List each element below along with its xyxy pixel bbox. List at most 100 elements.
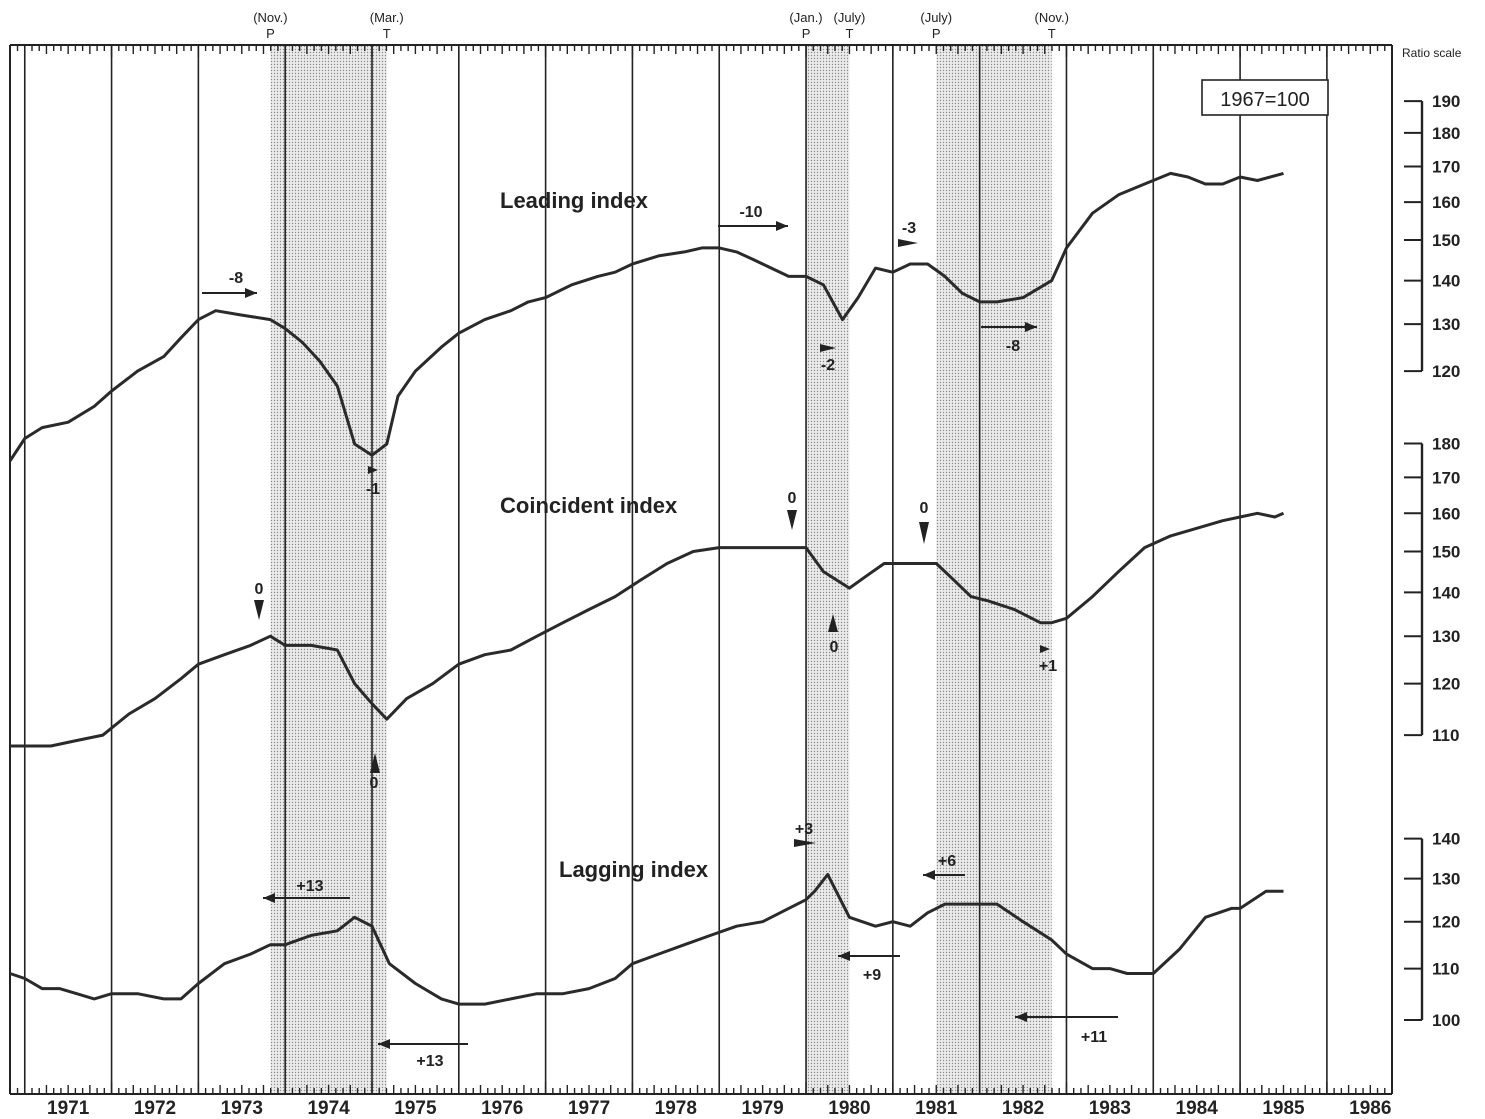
lead-lag-label: +6 <box>938 853 956 870</box>
y-tick-label: 190 <box>1432 92 1460 111</box>
y-tick-label: 120 <box>1432 913 1460 932</box>
trough-month-label: (July) <box>834 10 866 25</box>
x-tick-label: 1984 <box>1176 1098 1219 1119</box>
lead-lag-label: +9 <box>863 967 881 984</box>
y-tick-label: 150 <box>1432 542 1460 561</box>
x-tick-label: 1976 <box>481 1098 523 1119</box>
lead-lag-label: -8 <box>1006 338 1020 355</box>
y-tick-label: 110 <box>1432 960 1459 979</box>
y-axes-layer: 120 130 140 150 160 170 180 190 110 120 130 140 150 1… <box>1404 92 1460 1030</box>
peak-marker: P <box>266 26 275 41</box>
x-tick-label: 1974 <box>307 1098 350 1119</box>
peak-month-label: (Nov.) <box>253 10 287 25</box>
y-tick-label: 180 <box>1432 435 1460 454</box>
lead-arrow-head <box>263 893 275 903</box>
series-line-leading <box>8 171 1284 462</box>
x-tick-label: 1985 <box>1262 1098 1305 1119</box>
x-tick-label: 1982 <box>1002 1098 1044 1119</box>
series-layer <box>8 171 1285 1006</box>
y-tick-label: 170 <box>1432 157 1460 176</box>
trough-marker: T <box>1048 26 1056 41</box>
x-tick-label: 1981 <box>915 1098 958 1119</box>
lead-arrow-head <box>254 600 264 620</box>
peak-marker: P <box>802 26 811 41</box>
y-tick-label: 130 <box>1432 627 1460 646</box>
trough-marker: T <box>383 26 391 41</box>
recession-band <box>270 45 387 1094</box>
x-tick-label: 1986 <box>1349 1098 1391 1119</box>
peak-month-label: (Jan.) <box>789 10 822 25</box>
lead-lag-label: -3 <box>902 220 916 237</box>
y-tick-label: 160 <box>1432 193 1460 212</box>
lead-lag-label: +13 <box>296 878 323 895</box>
lead-arrow-head <box>787 510 797 530</box>
lead-lag-label: 0 <box>255 581 264 598</box>
lead-arrow-head <box>1015 1012 1027 1022</box>
frame-layer <box>9 44 1393 1095</box>
base-year-box <box>1201 79 1329 116</box>
y-tick-label: 130 <box>1432 315 1460 334</box>
lead-lag-label: 0 <box>920 500 929 517</box>
lead-lag-label: -8 <box>229 270 243 287</box>
x-tick-label: 1980 <box>828 1098 870 1119</box>
series-line-coincident <box>10 511 1285 748</box>
lead-lag-label: +3 <box>795 821 813 838</box>
y-tick-label: 120 <box>1432 362 1460 381</box>
series-line-lagging <box>9 873 1284 1006</box>
trough-marker: T <box>845 26 853 41</box>
recession-band <box>806 45 850 1094</box>
lead-arrow-head <box>828 614 838 632</box>
lead-arrow-head <box>245 288 257 298</box>
ratio-scale-label: Ratio scale <box>1402 46 1462 60</box>
labels-layer: (Nov.)P(Mar.)T(Jan.)P(July)T(July)P(Nov.… <box>47 10 1462 1119</box>
year-grid-layer <box>23 45 1328 1094</box>
lead-arrow-head <box>1040 645 1050 653</box>
y-tick-label: 180 <box>1432 124 1460 143</box>
peak-month-label: (July) <box>920 10 952 25</box>
trough-month-label: (Nov.) <box>1034 10 1068 25</box>
lead-lag-label: 0 <box>830 639 839 656</box>
lead-lag-label: +11 <box>1081 1029 1107 1046</box>
lead-arrow-head <box>368 466 378 474</box>
lead-lag-label: -2 <box>821 357 835 374</box>
recession-shading-layer <box>270 45 1052 1094</box>
lead-arrow-head <box>370 753 380 773</box>
series-title: Lagging index <box>559 857 709 882</box>
y-tick-label: 120 <box>1432 675 1460 694</box>
lead-lag-annotations-layer: -8-100+13+13-10-200+3+9-30+6-8+1+11 <box>202 204 1118 1070</box>
x-tick-label: 1983 <box>1089 1098 1131 1119</box>
y-tick-label: 150 <box>1432 231 1460 250</box>
y-tick-label: 130 <box>1432 870 1460 889</box>
trough-month-label: (Mar.) <box>370 10 404 25</box>
lead-arrow-head <box>378 1039 390 1049</box>
x-tick-label: 1973 <box>221 1098 263 1119</box>
lead-lag-label: +1 <box>1039 658 1057 675</box>
lead-lag-label: +13 <box>416 1053 443 1070</box>
lead-lag-label: 0 <box>370 775 379 792</box>
lead-lag-label: -10 <box>739 204 762 221</box>
y-tick-label: 100 <box>1432 1011 1460 1030</box>
x-tick-label: 1972 <box>134 1098 176 1119</box>
lead-arrow-head <box>919 522 929 544</box>
lead-arrow-head <box>1025 322 1037 332</box>
y-tick-label: 110 <box>1432 726 1459 745</box>
lead-arrow-head <box>898 239 918 247</box>
x-tick-label: 1979 <box>741 1098 783 1119</box>
x-tick-label: 1971 <box>47 1098 90 1119</box>
peak-marker: P <box>932 26 941 41</box>
x-tick-label: 1975 <box>394 1098 437 1119</box>
series-title: Coincident index <box>500 493 678 518</box>
y-tick-label: 140 <box>1432 583 1460 602</box>
x-tick-label: 1978 <box>655 1098 697 1119</box>
y-tick-label: 140 <box>1432 830 1460 849</box>
recession-band <box>936 45 1052 1094</box>
lead-arrow-head <box>838 951 850 961</box>
series-title: Leading index <box>500 188 649 213</box>
lead-arrow-head <box>776 221 788 231</box>
base-year-note: 1967=100 <box>1220 89 1310 111</box>
lead-arrow-head <box>820 344 836 352</box>
lead-lag-label: -1 <box>366 481 380 498</box>
y-tick-label: 140 <box>1432 272 1460 291</box>
y-tick-label: 160 <box>1432 504 1460 523</box>
